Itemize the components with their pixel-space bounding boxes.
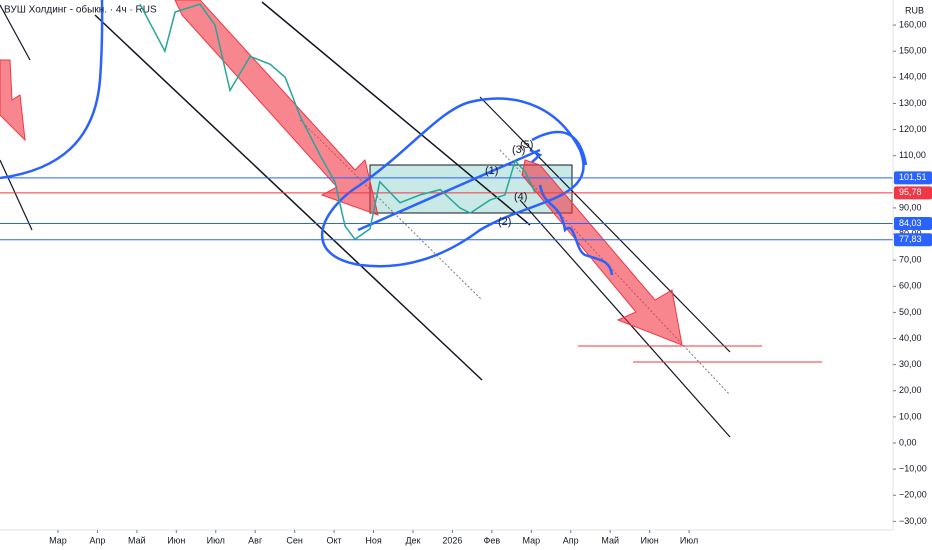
- y-tick-label: 120,00: [899, 124, 927, 134]
- price-tag: [894, 217, 932, 231]
- curve-drawing: [531, 130, 588, 166]
- y-tick-label: 60,00: [899, 281, 922, 291]
- channel-mid: [299, 119, 483, 301]
- trend-drawing: [529, 148, 543, 163]
- x-tick-label: Авг: [248, 535, 263, 545]
- x-tick-label: Ноя: [365, 535, 382, 545]
- x-tick-label: Апр: [89, 535, 105, 545]
- x-tick-label: Мар: [522, 535, 540, 545]
- y-tick-label: 40,00: [899, 333, 922, 343]
- y-tick-label: −20,00: [899, 490, 927, 500]
- drawings: [0, 0, 893, 438]
- curve-drawing: [0, 0, 104, 180]
- channel-line: [479, 96, 731, 353]
- ellipse-drawing: [320, 97, 585, 268]
- price-tag-label: 95,78: [899, 187, 922, 197]
- x-tick-label: Дек: [405, 535, 420, 545]
- channel-line: [94, 14, 483, 381]
- wave-label: (5): [520, 139, 533, 151]
- price-tag: [894, 186, 932, 200]
- x-tick-label: Июн: [167, 535, 185, 545]
- x-tick-label: Май: [601, 535, 619, 545]
- wave-label: (2): [498, 216, 511, 228]
- currency: RUB: [905, 5, 924, 15]
- x-tick-label: Июл: [207, 535, 225, 545]
- price-tag: [894, 171, 932, 185]
- price-tag-label: 101,51: [899, 172, 927, 182]
- arrow: [0, 59, 26, 142]
- x-tick-label: Мар: [49, 535, 67, 545]
- price-tag-label: 84,03: [899, 218, 922, 228]
- wave-label: (1): [485, 165, 498, 177]
- trend-drawing: [357, 148, 541, 232]
- y-tick-label: 70,00: [899, 255, 922, 265]
- y-tick-label: −10,00: [899, 464, 927, 474]
- x-tick-label: Май: [128, 535, 146, 545]
- channel-line: [0, 4, 31, 61]
- y-tick-label: 10,00: [899, 411, 922, 421]
- x-tick-label: 2026: [442, 535, 462, 545]
- y-tick-label: 50,00: [899, 307, 922, 317]
- wave-label: (4): [514, 191, 527, 203]
- price-tag-label: 77,83: [899, 234, 922, 244]
- y-tick-label: 110,00: [899, 150, 926, 160]
- y-tick-label: 160,00: [899, 19, 927, 29]
- y-tick-label: 140,00: [899, 72, 927, 82]
- y-tick-label: 0,00: [899, 437, 917, 447]
- channel-line: [261, 1, 531, 226]
- x-tick-label: Сен: [286, 535, 303, 545]
- y-tick-label: 90,00: [899, 202, 922, 212]
- y-tick-label: −30,00: [899, 516, 927, 526]
- x-tick-label: Окт: [327, 535, 342, 545]
- price-tag: [894, 233, 932, 247]
- wave-label: (3): [512, 144, 525, 156]
- x-tick-label: Апр: [563, 535, 579, 545]
- x-tick-label: Фев: [484, 535, 501, 545]
- x-tick-label: Июл: [680, 535, 698, 545]
- channel-line: [0, 159, 33, 231]
- x-tick-label: Июн: [641, 535, 659, 545]
- y-tick-label: 150,00: [899, 46, 927, 56]
- y-tick-label: 130,00: [899, 98, 927, 108]
- price-line-series: [139, 3, 536, 241]
- y-tick-label: 20,00: [899, 385, 922, 395]
- curve-drawing: [538, 184, 614, 276]
- y-tick-label: 30,00: [899, 359, 922, 369]
- chart-title: ВУШ Холдинг - обыкн. · 4ч · RUS: [4, 4, 157, 16]
- arrow: [521, 159, 683, 346]
